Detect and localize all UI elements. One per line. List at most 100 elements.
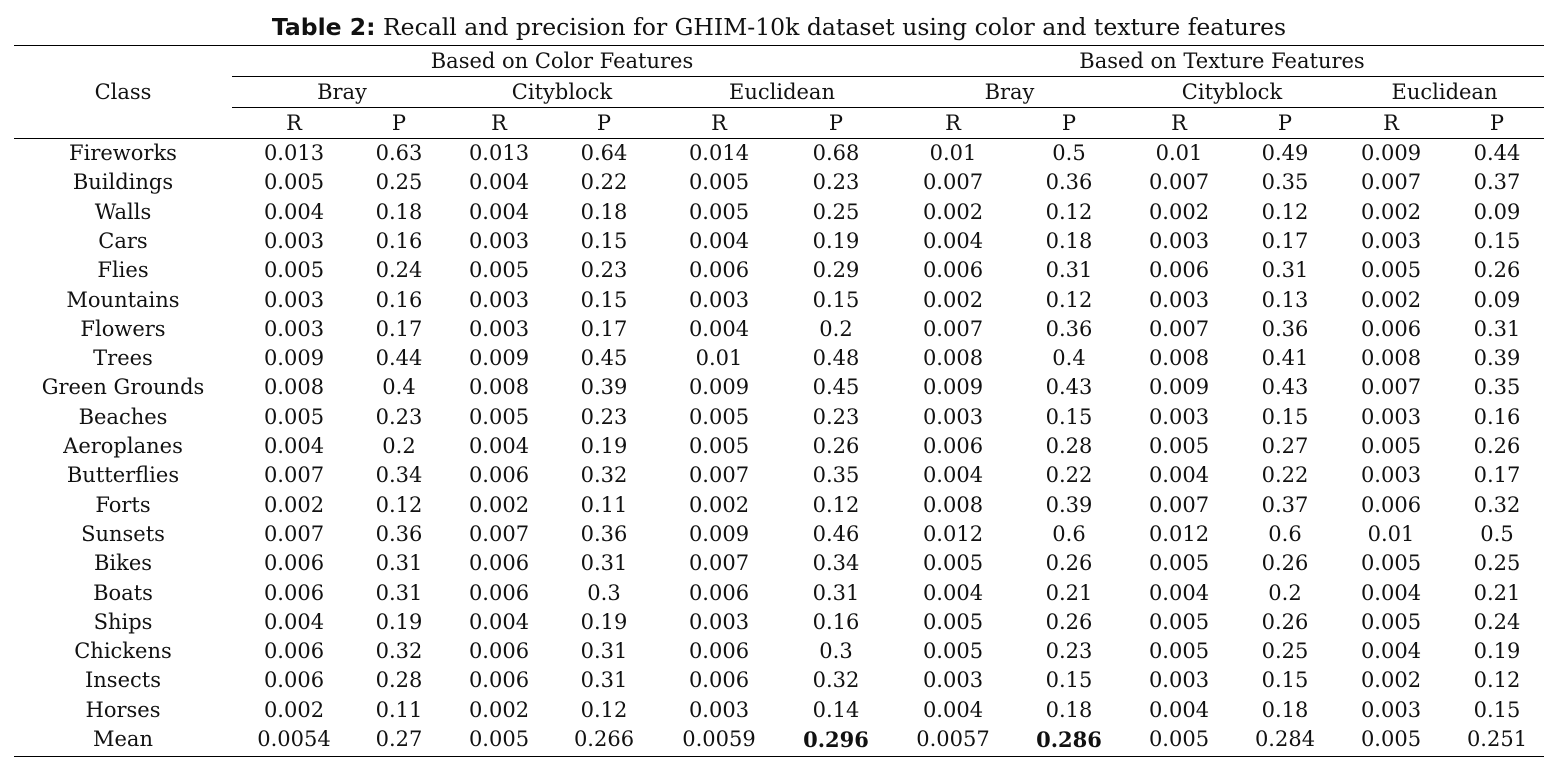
row-label: Butterflies (66, 463, 180, 487)
group-rule (232, 76, 1544, 77)
subheader-precision: P (1489, 111, 1505, 135)
subheader-recall: R (1171, 111, 1187, 135)
table-cell: 0.6 (1268, 522, 1302, 546)
table-cell: 0.45 (580, 346, 628, 370)
table-cell: 0.014 (688, 141, 750, 165)
table-cell: 0.006 (1360, 317, 1422, 341)
table-cell: 0.12 (1045, 200, 1093, 224)
table-cell: 0.45 (812, 375, 860, 399)
table-cell: 0.007 (688, 463, 750, 487)
table-cell: 0.12 (580, 698, 628, 722)
table-cell: 0.002 (1360, 200, 1422, 224)
row-label: Flies (97, 258, 149, 282)
table-cell: 0.17 (1261, 229, 1309, 253)
table-cell: 0.005 (1148, 727, 1210, 751)
row-label: Flowers (80, 317, 166, 341)
table-cell: 0.004 (468, 170, 530, 194)
table-cell: 0.003 (688, 698, 750, 722)
table-cell: 0.008 (468, 375, 530, 399)
table-cell: 0.005 (263, 258, 325, 282)
table-cell: 0.36 (1045, 170, 1093, 194)
table-cell: 0.005 (688, 200, 750, 224)
row-label: Chickens (74, 639, 172, 663)
table-cell: 0.44 (1473, 141, 1521, 165)
table-cell: 0.006 (1360, 493, 1422, 517)
table-cell: 0.003 (922, 668, 984, 692)
table-cell: 0.22 (1045, 463, 1093, 487)
table-cell: 0.44 (375, 346, 423, 370)
table-cell: 0.284 (1254, 727, 1316, 751)
table-cell: 0.12 (1473, 668, 1521, 692)
table-cell: 0.006 (468, 581, 530, 605)
table-cell: 0.32 (375, 639, 423, 663)
table-cell: 0.26 (1261, 551, 1309, 575)
table-cell: 0.11 (580, 493, 628, 517)
table-cell: 0.007 (922, 170, 984, 194)
table-cell: 0.28 (375, 668, 423, 692)
table-cell: 0.007 (468, 522, 530, 546)
table-cell: 0.006 (263, 668, 325, 692)
table-cell: 0.5 (1480, 522, 1514, 546)
table-cell: 0.26 (1261, 610, 1309, 634)
table-cell: 0.68 (812, 141, 860, 165)
table-cell: 0.26 (1473, 258, 1521, 282)
table-cell: 0.01 (695, 346, 743, 370)
table-cell: 0.007 (1360, 170, 1422, 194)
row-label: Sunsets (81, 522, 165, 546)
table-cell: 0.25 (812, 200, 860, 224)
table-cell: 0.006 (688, 668, 750, 692)
table-cell: 0.002 (263, 493, 325, 517)
table-cell: 0.004 (688, 229, 750, 253)
table-cell: 0.3 (587, 581, 621, 605)
table-cell: 0.005 (688, 170, 750, 194)
table-cell: 0.002 (1360, 288, 1422, 312)
table-cell: 0.004 (263, 434, 325, 458)
subheader-precision: P (828, 111, 844, 135)
table-cell: 0.23 (580, 405, 628, 429)
table-cell: 0.24 (1473, 610, 1521, 634)
table-cell: 0.002 (922, 288, 984, 312)
table-cell: 0.006 (922, 434, 984, 458)
table-cell: 0.15 (1045, 668, 1093, 692)
header-bottom-rule (14, 138, 1544, 139)
table-cell: 0.005 (1148, 551, 1210, 575)
row-label: Boats (93, 581, 153, 605)
table-cell: 0.008 (922, 493, 984, 517)
table-cell: 0.18 (375, 200, 423, 224)
table-cell: 0.39 (580, 375, 628, 399)
table-cell: 0.005 (468, 727, 530, 751)
table-cell: 0.49 (1261, 141, 1309, 165)
table-cell: 0.19 (580, 434, 628, 458)
table-cell: 0.2 (1268, 581, 1302, 605)
table-cell: 0.005 (1360, 434, 1422, 458)
table-cell: 0.35 (1473, 375, 1521, 399)
table-cell: 0.006 (468, 668, 530, 692)
table-cell: 0.21 (1045, 581, 1093, 605)
table-cell: 0.005 (1360, 727, 1422, 751)
subheader-precision: P (391, 111, 407, 135)
table-cell: 0.004 (1148, 463, 1210, 487)
table-cell: 0.19 (580, 610, 628, 634)
table-cell: 0.008 (1360, 346, 1422, 370)
subheader-precision: P (1277, 111, 1293, 135)
table-cell: 0.31 (1045, 258, 1093, 282)
table-cell: 0.003 (263, 288, 325, 312)
table-cell: 0.36 (580, 522, 628, 546)
table-cell: 0.15 (812, 288, 860, 312)
table-caption-text: Recall and precision for GHIM-10k datase… (382, 13, 1287, 41)
table-cell: 0.005 (922, 610, 984, 634)
table-cell: 0.007 (1148, 317, 1210, 341)
table-cell: 0.37 (1261, 493, 1309, 517)
table-cell: 0.005 (1148, 434, 1210, 458)
table-cell: 0.003 (1360, 463, 1422, 487)
table-cell: 0.002 (922, 200, 984, 224)
table-cell: 0.004 (468, 200, 530, 224)
row-label: Beaches (78, 405, 168, 429)
table-cell: 0.16 (375, 229, 423, 253)
table-cell: 0.15 (1473, 229, 1521, 253)
table-cell: 0.36 (375, 522, 423, 546)
table-cell: 0.006 (468, 463, 530, 487)
subheader-recall: R (945, 111, 961, 135)
table-cell: 0.007 (688, 551, 750, 575)
table-cell: 0.37 (1473, 170, 1521, 194)
